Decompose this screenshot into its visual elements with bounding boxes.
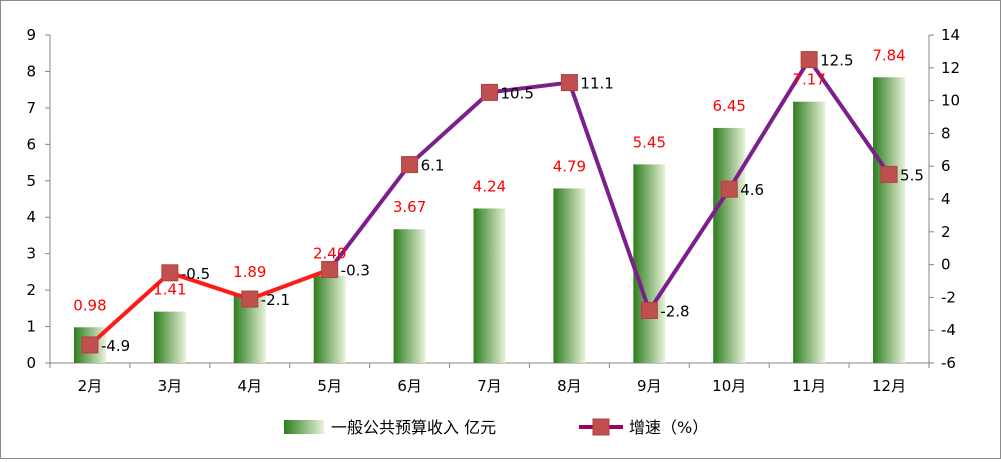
bar (713, 127, 746, 363)
bar-data-label: 5.45 (633, 133, 666, 151)
y-left-tick-label: 2 (26, 281, 36, 299)
bar-data-label: 4.79 (553, 157, 586, 175)
bar-data-label: 0.98 (73, 296, 106, 314)
x-tick-label: 11月 (792, 377, 826, 395)
bar (393, 229, 426, 363)
x-tick-label: 12月 (872, 377, 906, 395)
y-right-tick-label: 6 (941, 157, 951, 175)
y-left-tick-label: 9 (26, 26, 36, 44)
bar (793, 101, 826, 364)
bar-data-label: 7.84 (872, 46, 905, 64)
growth-line-segment (647, 187, 732, 313)
x-tick-label: 3月 (158, 377, 183, 395)
growth-data-label: 12.5 (820, 52, 853, 70)
growth-marker (800, 51, 818, 69)
y-left-tick-label: 0 (26, 354, 36, 372)
growth-line-segment (167, 270, 252, 302)
line-layer (81, 51, 898, 354)
growth-line-segment (807, 57, 892, 177)
growth-data-label: 10.5 (501, 84, 534, 102)
bar (473, 208, 506, 363)
bar-data-label: 4.24 (473, 177, 506, 195)
x-tick-label: 5月 (317, 377, 342, 395)
growth-marker (161, 264, 179, 282)
y-right-tick-label: 10 (941, 92, 960, 110)
growth-data-label: -4.9 (101, 337, 130, 355)
y-right-tick-label: 8 (941, 124, 951, 142)
bar (153, 311, 186, 363)
labels-layer: 0.98 1.41 1.89 2.40 3.67 4.24 4.79 5.45 6.45 7.17… (73, 46, 924, 355)
legend-bar-swatch (284, 420, 324, 434)
y-right-tick-label: 14 (941, 26, 960, 44)
x-tick-label: 9月 (637, 377, 662, 395)
y-left-tick-label: 3 (26, 245, 36, 263)
growth-marker (720, 180, 738, 198)
x-tick-label: 8月 (557, 377, 582, 395)
growth-marker (481, 83, 498, 101)
growth-data-label: 4.6 (740, 181, 764, 199)
x-tick-label: 4月 (237, 377, 262, 395)
bar (873, 77, 906, 363)
growth-marker (81, 336, 99, 354)
y-left-tick-label: 4 (26, 208, 36, 226)
growth-data-label: 5.5 (900, 166, 924, 184)
bar (633, 164, 666, 363)
legend: 一般公共预算收入 亿元 增速（%） (284, 418, 708, 437)
y-right-tick-label: 2 (941, 223, 951, 241)
growth-data-label: 6.1 (421, 157, 445, 175)
bar-data-label: 3.67 (393, 198, 426, 216)
growth-marker (401, 156, 419, 174)
y-left-tick-label: 1 (26, 318, 36, 336)
growth-line-segment (327, 162, 412, 272)
y-left-tick-label: 7 (26, 99, 36, 117)
growth-line-segment (567, 80, 652, 313)
bar (553, 188, 586, 363)
bar (313, 275, 346, 363)
growth-marker (321, 261, 339, 279)
y-left-tick-label: 6 (26, 135, 36, 153)
x-tick-label: 2月 (78, 377, 103, 395)
growth-data-label: -2.8 (660, 303, 689, 321)
x-tick-label: 6月 (397, 377, 422, 395)
growth-data-label: -0.5 (181, 265, 210, 283)
y-left-tick-label: 8 (26, 62, 36, 80)
y-right-tick-label: -4 (941, 321, 956, 339)
bars-layer (73, 77, 906, 364)
growth-marker (640, 302, 658, 320)
y-right-tick-label: 12 (941, 59, 960, 77)
growth-line-segment (247, 267, 332, 302)
growth-data-label: -0.3 (341, 262, 370, 280)
y-right-tick-label: -2 (941, 288, 956, 306)
growth-line-segment (87, 270, 172, 347)
bar-data-label: 6.45 (713, 97, 746, 115)
growth-line-segment (407, 90, 492, 167)
growth-marker (880, 165, 898, 183)
bar-data-label: 2.40 (313, 245, 346, 263)
bar-data-label: 7.17 (792, 71, 825, 89)
y-right-tick-label: -6 (941, 354, 956, 372)
y-left-tick-label: 5 (26, 172, 36, 190)
y-right-tick-label: 0 (941, 256, 951, 274)
bar-data-label: 1.89 (233, 263, 266, 281)
growth-line-segment (727, 57, 812, 192)
x-tick-label: 7月 (477, 377, 502, 395)
legend-line-label: 增速（%） (629, 418, 708, 437)
bar-data-label: 1.41 (153, 281, 186, 299)
y-right-tick-label: 4 (941, 190, 951, 208)
growth-data-label: 11.1 (580, 75, 613, 93)
growth-marker (241, 290, 259, 308)
legend-line-marker (592, 418, 610, 436)
legend-bar-label: 一般公共预算收入 亿元 (331, 418, 496, 437)
growth-marker (560, 74, 578, 92)
x-tick-label: 10月 (712, 377, 746, 395)
growth-data-label: -2.1 (261, 291, 290, 309)
growth-line-segment (487, 80, 572, 95)
